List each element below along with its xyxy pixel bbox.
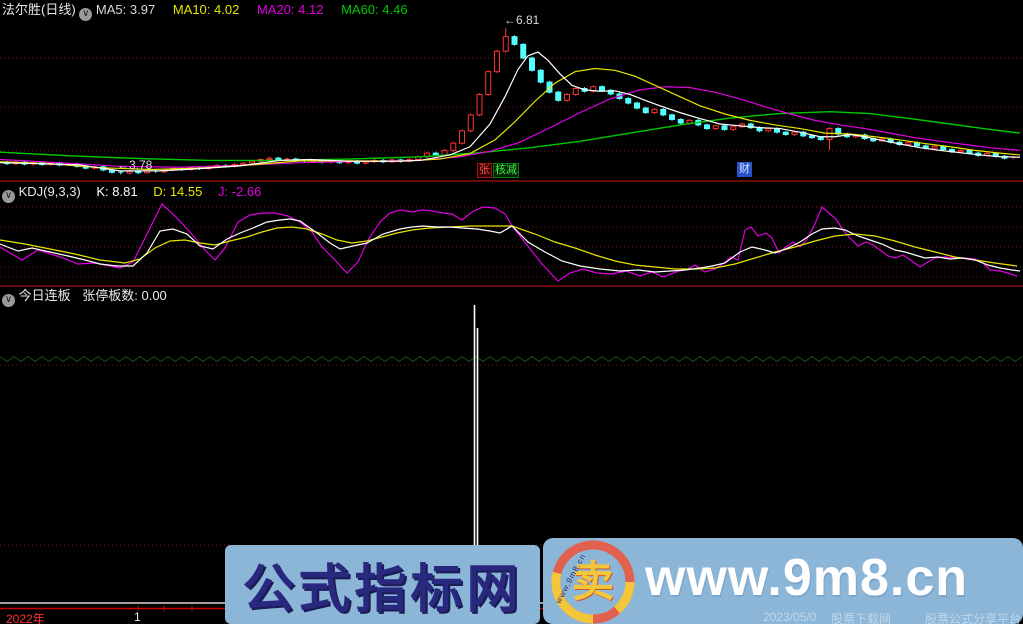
event-marker-hejian[interactable]: 核减: [493, 163, 519, 178]
kdj-title: KDJ(9,3,3): [18, 184, 81, 199]
kdj-k-value: K: 8.81: [96, 184, 138, 199]
watermark-right-text: www.9m8.cn: [645, 549, 969, 607]
trough-price-annotation: ←3.78: [117, 158, 153, 172]
watermark-left: 公式指标网: [225, 545, 540, 624]
collapse-chevron-icon[interactable]: ∨: [79, 8, 93, 21]
axis-month-label: 1: [134, 610, 141, 624]
kdj-j-value: J: -2.66: [218, 184, 262, 199]
main-panel-header: 法尔胜(日线) ∨ MA5: 3.97 MA10: 4.02 MA20: 4.1…: [2, 2, 408, 21]
ma20-label: MA20: 4.12: [256, 2, 324, 17]
watermark-logo-icon: 卖 www.9m8.cn: [551, 540, 635, 624]
watermark-left-text: 公式指标网: [242, 561, 523, 619]
watermark-date-text: 2023/05/0: [763, 610, 817, 624]
signal-panel-header: ∨ 今日连板 张停板数: 0.00: [2, 288, 167, 307]
signal-title: 今日连板: [18, 288, 71, 303]
stock-title: 法尔胜(日线): [2, 2, 76, 17]
event-marker-cai[interactable]: 财: [737, 162, 752, 177]
watermark-subtext-1: 股票下载网: [831, 612, 892, 624]
ma10-label: MA10: 4.02: [172, 2, 240, 17]
arrow-left-icon: ←: [504, 13, 516, 27]
arrow-left-icon: ←: [117, 158, 129, 172]
ma60-label: MA60: 4.46: [341, 2, 408, 17]
peak-price-annotation: ←6.81: [504, 13, 540, 27]
watermark-logo-glyph: 卖: [571, 558, 614, 605]
collapse-chevron-icon[interactable]: ∨: [2, 190, 15, 203]
event-marker-zhang[interactable]: 张: [477, 163, 492, 178]
ma5-label: MA5: 3.97: [95, 2, 156, 17]
kdj-d-value: D: 14.55: [153, 184, 203, 199]
axis-year-label: 2022年: [6, 612, 45, 624]
watermark-right: 卖 www.9m8.cn www.9m8.cn 2023/05/0 股票下载网 …: [543, 538, 1023, 624]
signal-value: 张停板数: 0.00: [82, 288, 167, 303]
kdj-panel-header: ∨ KDJ(9,3,3) K: 8.81 D: 14.55 J: -2.66: [2, 184, 262, 203]
collapse-chevron-icon[interactable]: ∨: [2, 294, 15, 307]
watermark-subtext-2: 股票公式分享平台: [925, 612, 1022, 624]
